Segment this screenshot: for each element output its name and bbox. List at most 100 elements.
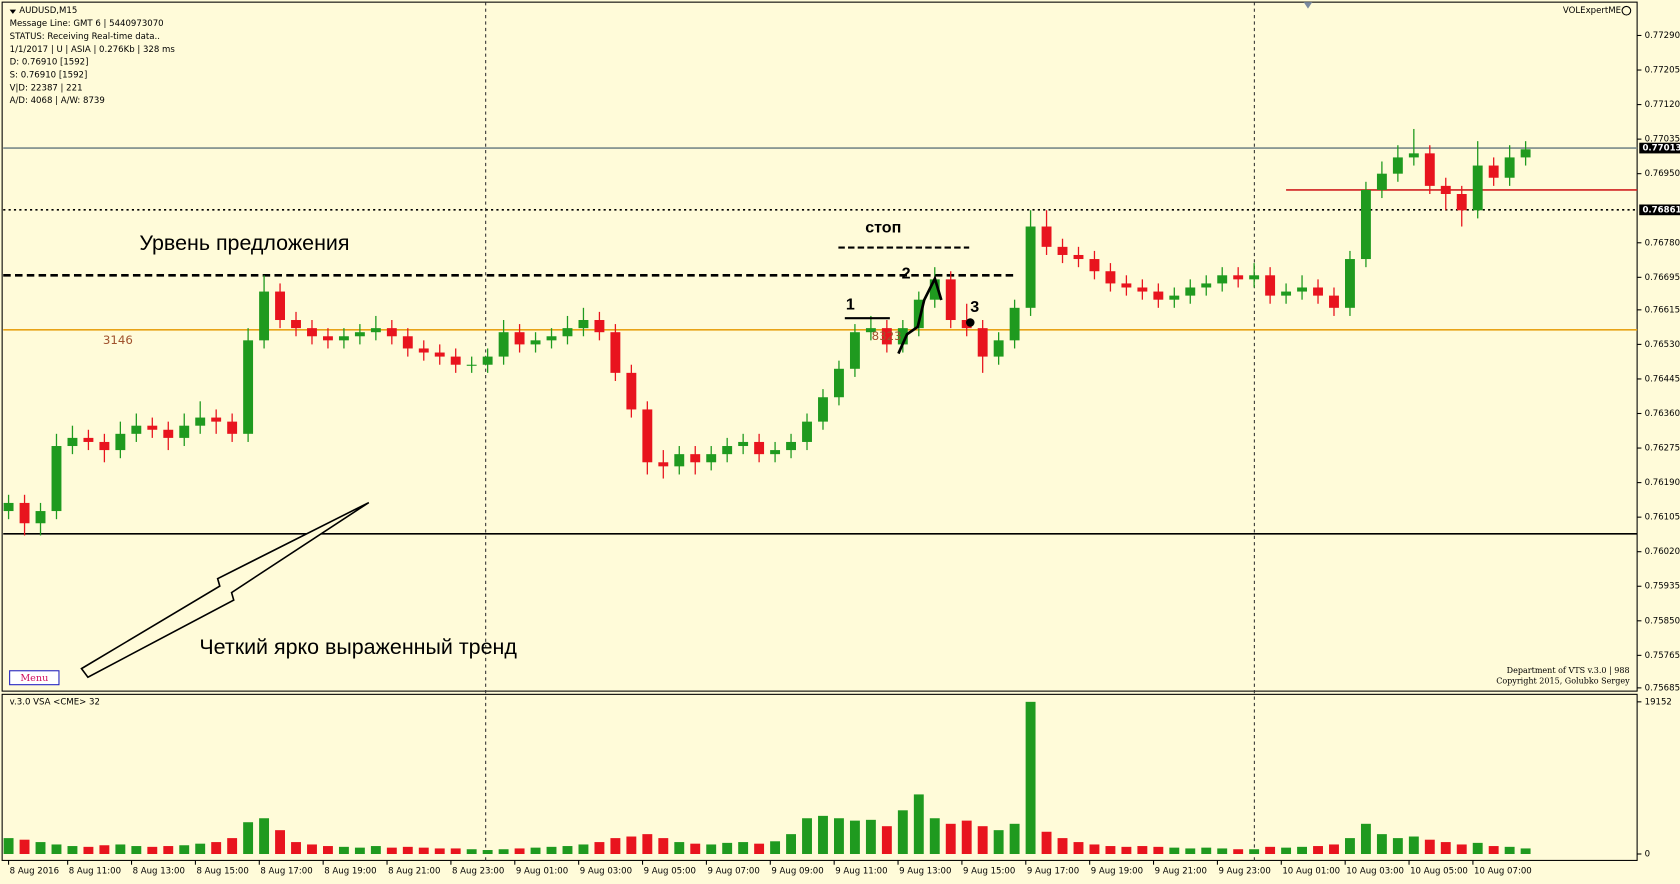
volume-bar (1408, 836, 1419, 854)
y-tick-label: 0.76275 (1645, 444, 1680, 454)
volume-bar (1041, 831, 1052, 854)
volume-note: 8323 (872, 329, 902, 343)
info-line: A/D: 4068 | A/W: 8739 (10, 96, 105, 106)
volume-bar (1313, 846, 1323, 854)
candle-body (1073, 254, 1084, 260)
info-line: D: 0.76910 [1592] (10, 58, 89, 68)
volume-bar (1329, 844, 1339, 854)
candle-body (3, 502, 14, 512)
volume-bar (1217, 848, 1228, 854)
volume-bar (1249, 849, 1260, 854)
x-tick-label: 8 Aug 15:00 (196, 867, 248, 877)
candle-body (1281, 291, 1292, 296)
volume-bar (530, 847, 541, 854)
candle-body (275, 291, 285, 321)
volume-bar (323, 846, 333, 854)
candle-body (834, 368, 844, 398)
x-tick-label: 9 Aug 07:00 (707, 867, 759, 877)
candle-body (1233, 275, 1244, 280)
price-marker-label: 0.77013 (1642, 144, 1680, 154)
candle-body (929, 279, 940, 300)
y-tick-label: 0.76445 (1645, 374, 1680, 384)
candle-body (642, 409, 653, 463)
info-line: STATUS: Receiving Real-time data.. (10, 32, 160, 42)
candle-body (818, 397, 828, 422)
candle-body (1169, 295, 1180, 300)
x-tick-label: 9 Aug 03:00 (580, 867, 632, 877)
x-tick-label: 8 Aug 11:00 (69, 867, 121, 877)
y-tick-label: 0.75850 (1645, 616, 1680, 626)
volume-bar (1488, 846, 1499, 854)
candle-body (578, 320, 589, 329)
volume-bar (1089, 844, 1100, 854)
y-tick-label: 0.76530 (1645, 340, 1680, 350)
candle-body (514, 332, 525, 345)
volume-bar (594, 842, 605, 854)
candle-body (1392, 157, 1403, 174)
volume-bar (913, 794, 924, 854)
x-tick-label: 9 Aug 01:00 (516, 867, 568, 877)
volume-bar (354, 847, 365, 854)
candle-body (849, 332, 860, 369)
volume-bar (307, 844, 317, 854)
y-tick-label: 0.76105 (1645, 513, 1680, 523)
candle-body (1376, 173, 1387, 190)
x-tick-label: 9 Aug 17:00 (1027, 867, 1079, 877)
y-tick-label: 0.76020 (1645, 547, 1680, 557)
candle-body (897, 328, 908, 345)
volume-bar (1456, 844, 1467, 854)
annotation-3: 3 (970, 298, 979, 316)
menu-button[interactable] (9, 670, 60, 686)
volume-bar (1504, 846, 1515, 854)
volume-bar (1281, 847, 1292, 854)
volume-bar (1424, 839, 1435, 854)
volume-bar (770, 841, 781, 854)
symbol-title: AUDUSD,M15 (19, 6, 77, 16)
volume-bar (881, 826, 892, 854)
volume-bar (818, 815, 828, 854)
candle-body (913, 299, 924, 329)
x-tick-label: 9 Aug 11:00 (835, 867, 887, 877)
candle-body (243, 340, 254, 434)
shift-marker (1303, 2, 1313, 9)
volume-bar (578, 844, 589, 854)
candle-body (1456, 194, 1467, 211)
volume-bar (674, 842, 685, 854)
x-tick-label: 8 Aug 23:00 (452, 867, 504, 877)
volume-tick-label: 0 (1645, 849, 1650, 859)
y-tick-label: 0.75935 (1645, 582, 1680, 592)
candle-body (1025, 226, 1036, 308)
volume-bar (722, 842, 733, 854)
candle-body (67, 437, 78, 447)
volume-bar (1169, 847, 1180, 854)
x-tick-label: 10 Aug 05:00 (1410, 867, 1468, 877)
candle-body (1153, 291, 1164, 300)
volume-bar (802, 818, 812, 854)
volume-bar (1520, 848, 1531, 854)
candle-body (83, 437, 94, 442)
candle-body (1217, 275, 1228, 284)
volume-bar (1153, 846, 1164, 854)
volume-bar (195, 843, 206, 854)
volume-bar (1201, 847, 1212, 854)
candle-body (690, 454, 701, 463)
volume-bar (1025, 701, 1036, 854)
volume-bar (259, 818, 270, 854)
candle-body (163, 429, 174, 438)
y-tick-label: 0.76190 (1645, 478, 1680, 488)
volume-note: 3146 (103, 333, 133, 347)
candle-body (1520, 149, 1531, 158)
info-line: V|D: 22387 | 221 (10, 83, 83, 93)
volume-bar (418, 847, 429, 854)
volume-bar (1440, 842, 1451, 854)
annotation-stop: стоп (865, 218, 901, 236)
y-tick-label: 0.77035 (1645, 135, 1680, 145)
x-tick-label: 10 Aug 03:00 (1346, 867, 1404, 877)
y-tick-label: 0.77290 (1645, 31, 1680, 41)
candle-body (610, 332, 621, 373)
copyright: Copyright 2015, Golubko Sergey (1496, 676, 1630, 685)
menu-label[interactable]: Menu (20, 673, 48, 684)
volume-bar (227, 838, 238, 854)
candle-body (754, 441, 765, 455)
y-tick-label: 0.77120 (1645, 100, 1680, 110)
